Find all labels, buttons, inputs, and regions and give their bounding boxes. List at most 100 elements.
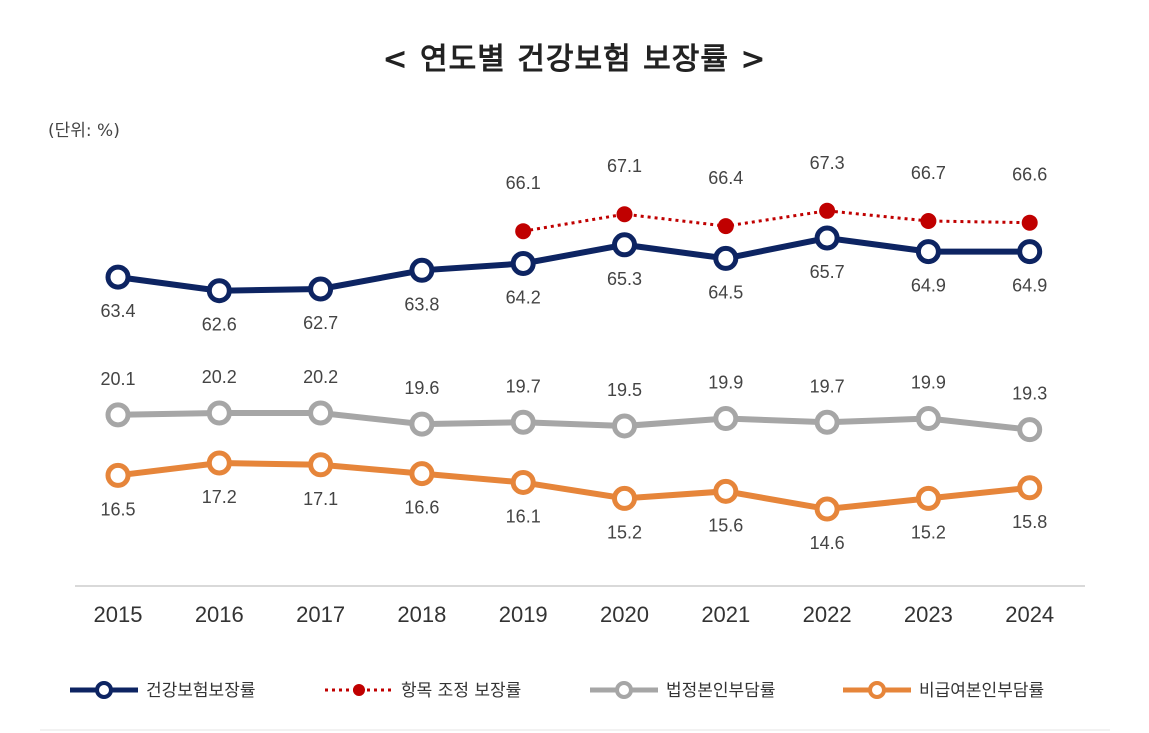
data-point bbox=[409, 461, 435, 487]
data-point bbox=[814, 409, 840, 435]
data-point bbox=[713, 245, 739, 271]
data-point bbox=[510, 469, 536, 495]
data-label: 66.4 bbox=[708, 168, 743, 188]
legend-marker bbox=[615, 681, 633, 699]
data-label: 15.2 bbox=[607, 522, 642, 542]
data-label: 64.2 bbox=[506, 288, 541, 308]
data-label: 65.7 bbox=[810, 262, 845, 282]
data-label: 63.8 bbox=[404, 294, 439, 314]
data-label: 17.1 bbox=[303, 489, 338, 509]
data-label: 67.1 bbox=[607, 156, 642, 176]
legend-label: 법정본인부담률 bbox=[666, 681, 775, 701]
legend-marker bbox=[95, 681, 113, 699]
data-point bbox=[1017, 475, 1043, 501]
data-point bbox=[1017, 417, 1043, 443]
legend-item: 법정본인부담률 bbox=[590, 681, 775, 701]
data-label: 19.9 bbox=[911, 373, 946, 393]
data-point bbox=[105, 264, 131, 290]
data-point bbox=[612, 413, 637, 439]
legend-marker bbox=[868, 681, 886, 699]
series-line bbox=[522, 209, 1030, 233]
data-point bbox=[515, 223, 532, 240]
data-point bbox=[105, 462, 131, 488]
data-point bbox=[915, 485, 941, 511]
data-point bbox=[1017, 239, 1043, 265]
data-label: 62.6 bbox=[202, 315, 237, 335]
data-label: 19.6 bbox=[404, 378, 439, 398]
series-line bbox=[117, 459, 1031, 513]
data-label: 65.3 bbox=[607, 269, 642, 289]
data-label: 20.2 bbox=[202, 367, 237, 387]
data-point bbox=[308, 400, 334, 426]
x-tick-label: 2019 bbox=[499, 602, 548, 627]
data-label: 67.3 bbox=[810, 153, 845, 173]
data-point bbox=[206, 278, 232, 304]
legend-item: 비급여본인부담률 bbox=[843, 681, 1044, 701]
data-label: 15.6 bbox=[708, 515, 743, 535]
data-label: 64.9 bbox=[1012, 276, 1047, 296]
data-point bbox=[717, 218, 734, 235]
data-label: 16.1 bbox=[506, 506, 541, 526]
data-label: 66.6 bbox=[1012, 165, 1047, 185]
data-point bbox=[915, 406, 941, 432]
data-point bbox=[409, 411, 435, 437]
x-tick-label: 2020 bbox=[600, 602, 649, 627]
data-point bbox=[920, 213, 937, 229]
legend-item: 항목 조정 보장률 bbox=[325, 681, 521, 701]
data-point bbox=[510, 409, 536, 435]
legend-label: 비급여본인부담률 bbox=[919, 681, 1044, 701]
data-point bbox=[814, 225, 840, 251]
x-tick-label: 2022 bbox=[803, 602, 852, 627]
data-point bbox=[206, 450, 232, 476]
data-label: 17.2 bbox=[202, 487, 237, 507]
x-tick-label: 2016 bbox=[195, 602, 244, 627]
data-point bbox=[1021, 214, 1038, 231]
data-label: 16.6 bbox=[404, 498, 439, 518]
x-tick-label: 2021 bbox=[701, 602, 750, 627]
data-point bbox=[206, 400, 232, 426]
data-label: 19.7 bbox=[810, 376, 845, 396]
legend-label: 건강보험보장률 bbox=[146, 681, 255, 701]
data-label: 20.1 bbox=[100, 369, 135, 389]
data-label: 62.7 bbox=[303, 313, 338, 333]
series-line bbox=[117, 410, 1031, 433]
data-point bbox=[409, 257, 435, 283]
x-tick-label: 2023 bbox=[904, 602, 953, 627]
legend-label: 항목 조정 보장률 bbox=[401, 681, 521, 701]
data-point bbox=[105, 402, 131, 428]
data-label: 64.9 bbox=[911, 276, 946, 296]
data-point bbox=[612, 232, 637, 258]
data-point bbox=[308, 452, 334, 478]
x-tick-label: 2024 bbox=[1005, 602, 1054, 627]
data-label: 19.3 bbox=[1012, 384, 1047, 404]
data-label: 66.1 bbox=[506, 173, 541, 193]
data-label: 19.7 bbox=[506, 376, 541, 396]
series-line bbox=[117, 234, 1030, 294]
unit-label: (단위: %) bbox=[48, 121, 120, 141]
data-point bbox=[510, 251, 536, 276]
x-tick-label: 2017 bbox=[296, 602, 345, 627]
data-point bbox=[612, 485, 637, 511]
data-point bbox=[713, 478, 739, 504]
legend-marker bbox=[353, 684, 365, 696]
data-point bbox=[308, 276, 334, 302]
data-label: 16.5 bbox=[100, 499, 135, 519]
data-label: 15.2 bbox=[911, 522, 946, 542]
x-tick-label: 2018 bbox=[397, 602, 446, 627]
data-point bbox=[616, 206, 633, 223]
data-label: 64.5 bbox=[708, 282, 743, 302]
legend-item: 건강보험보장률 bbox=[70, 681, 255, 701]
data-point bbox=[814, 496, 840, 522]
data-label: 19.5 bbox=[607, 380, 642, 400]
data-point bbox=[819, 202, 836, 219]
chart-title: < 연도별 건강보험 보장률 > bbox=[382, 42, 767, 77]
data-label: 20.2 bbox=[303, 367, 338, 387]
data-label: 14.6 bbox=[810, 533, 845, 553]
data-label: 15.8 bbox=[1012, 512, 1047, 532]
data-point bbox=[915, 239, 941, 265]
data-label: 66.7 bbox=[911, 163, 946, 183]
data-label: 19.9 bbox=[708, 373, 743, 393]
x-tick-label: 2015 bbox=[94, 602, 143, 627]
data-point bbox=[713, 406, 739, 432]
